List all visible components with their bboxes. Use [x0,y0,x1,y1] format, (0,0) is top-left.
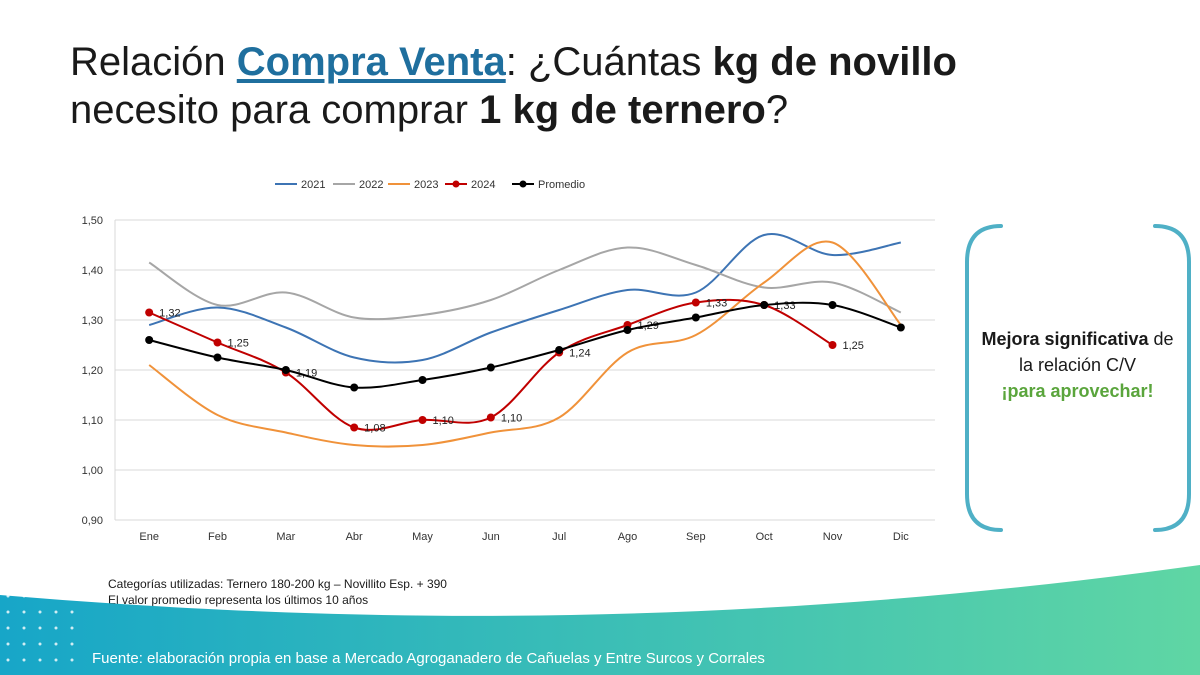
page-title: Relación Compra Venta: ¿Cuántas kg de no… [70,38,1070,134]
x-tick-label: Oct [756,531,773,543]
series-line-2021 [148,233,902,364]
point-2024 [486,413,495,422]
title-line2-part1: necesito para comprar [70,88,480,132]
point-2024 [213,338,222,347]
note-line2: El valor promedio representa los últimos… [108,593,369,607]
y-tick-label: 1,30 [82,315,103,327]
chart-legend: 2021 2022 2023 2024 Promedio [275,179,585,191]
point-promedio [418,376,427,384]
title-bold1: kg de novillo [712,40,957,84]
x-tick-label: Feb [208,531,227,543]
point-promedio [896,323,905,332]
y-tick-label: 1,10 [82,415,103,427]
title-line2-part2: ? [765,88,789,132]
legend-label: 2023 [414,179,438,191]
data-label: 1,24 [569,348,590,360]
callout-green: ¡para aprovechar! [1001,381,1154,401]
line-chart: 0,90 1,00 1,10 1,20 1,30 1,40 1,50 Ene Feb Mar Ab… [82,179,935,543]
point-promedio [623,326,632,334]
point-promedio [760,301,769,309]
y-tick-label: 0,90 [82,515,103,527]
footer-wave [0,565,1200,675]
title-part1: Relación [70,40,237,84]
data-label: 1,25 [843,340,864,352]
y-tick-label: 1,20 [82,365,103,377]
data-label: 1,33 [706,298,727,310]
y-tick-label: 1,00 [82,465,103,477]
x-tick-label: Ago [618,531,638,543]
x-tick-label: Dic [893,531,909,543]
legend-label: 2024 [471,179,495,191]
title-bold2: 1 kg de ternero [479,88,766,132]
x-tick-label: Jul [552,531,566,543]
point-promedio [350,383,359,392]
point-2024 [828,341,837,349]
x-tick-label: Abr [346,531,363,543]
point-promedio [281,366,290,374]
point-2024 [691,298,700,307]
point-2024 [350,423,359,432]
series-line-2023 [148,240,902,448]
y-tick-label: 1,40 [82,265,103,277]
x-tick-label: May [412,531,433,543]
legend-marker [519,180,527,188]
chart-series: 1,321,251,191,081,10 1,101,241,291,33 1,33… [145,233,905,448]
legend-label: 2022 [359,179,383,191]
data-label: 1,33 [774,300,795,312]
x-axis: Ene Feb Mar Abr May Jun Jul Ago Sep Oct Nov Dic [139,531,909,543]
chart-notes: Categorías utilizadas: Ternero 180-200 k… [108,576,447,608]
x-tick-label: Ene [139,531,159,543]
data-label: 1,25 [228,338,249,350]
note-line1: Categorías utilizadas: Ternero 180-200 k… [108,577,447,591]
x-tick-label: Jun [482,531,500,543]
point-promedio [213,353,222,362]
source-text: Fuente: elaboración propia en base a Mer… [92,650,765,667]
point-promedio [555,346,564,354]
point-2024 [418,416,427,424]
series-line-promedio [148,301,902,389]
point-promedio [145,336,154,344]
legend-marker [452,180,460,188]
point-2024 [145,308,154,317]
data-label: 1,10 [501,413,522,425]
callout-normal: de la relación C/V [1018,329,1174,375]
point-promedio [486,363,495,372]
point-promedio [691,313,700,322]
callout-bracket [965,224,1191,532]
callout-text: Mejora significativa de la relación C/V … [975,326,1180,404]
y-axis: 0,90 1,00 1,10 1,20 1,30 1,40 1,50 [82,215,103,527]
title-part2: : ¿Cuántas [505,40,713,84]
data-label: 1,10 [433,415,454,427]
data-label: 1,08 [364,423,385,435]
legend-label: 2021 [301,179,325,191]
y-tick-label: 1,50 [82,215,103,227]
x-tick-label: Mar [276,531,295,543]
dot-pattern-icon [6,594,74,662]
legend-label: Promedio [538,179,585,191]
chart-grid [114,219,935,521]
data-label: 1,32 [159,308,180,320]
title-highlight: Compra Venta [236,40,506,84]
callout-bold: Mejora significativa [981,329,1149,349]
point-promedio [828,301,837,309]
x-tick-label: Sep [686,531,706,543]
series-line-2022 [148,246,902,321]
x-tick-label: Nov [823,531,843,543]
